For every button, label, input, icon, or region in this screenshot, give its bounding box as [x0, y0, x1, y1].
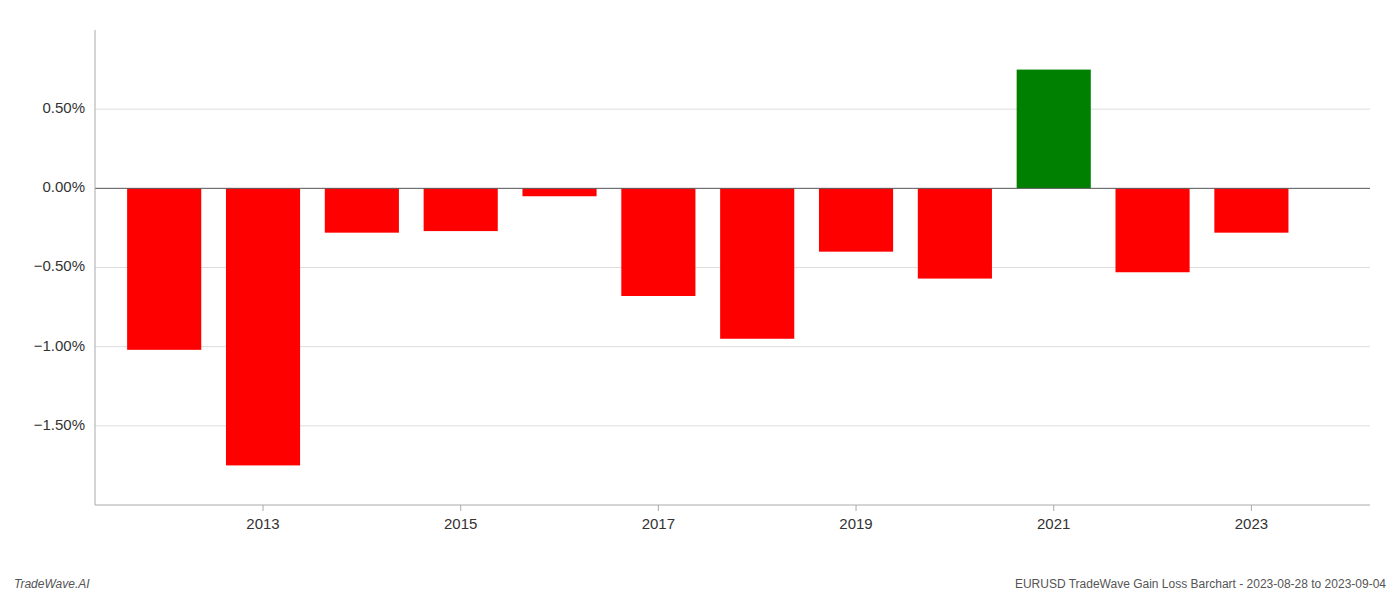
footer-left: TradeWave.AI: [14, 577, 90, 591]
x-tick: [658, 505, 659, 511]
x-tick-label: 2017: [642, 515, 675, 532]
x-tick: [1053, 505, 1054, 511]
bar: [522, 188, 596, 196]
page: {"chart_data": {"type": "bar", "x": [201…: [0, 0, 1400, 600]
bar: [325, 188, 399, 232]
bar: [621, 188, 695, 296]
y-axis-line: [95, 30, 96, 505]
bar: [1017, 70, 1091, 189]
x-tick-label: 2021: [1037, 515, 1070, 532]
bar: [720, 188, 794, 338]
x-tick-label: 2013: [246, 515, 279, 532]
bar: [424, 188, 498, 231]
y-tick-label: −1.50%: [34, 416, 85, 433]
y-tick-label: −1.00%: [34, 337, 85, 354]
footer-right: EURUSD TradeWave Gain Loss Barchart - 20…: [1015, 577, 1386, 591]
x-tick: [856, 505, 857, 511]
y-tick-label: −0.50%: [34, 257, 85, 274]
y-tick-label: 0.00%: [42, 178, 85, 195]
x-tick-label: 2023: [1235, 515, 1268, 532]
x-tick: [1251, 505, 1252, 511]
bar: [226, 188, 300, 465]
bar: [127, 188, 201, 349]
x-tick: [263, 505, 264, 511]
x-tick: [460, 505, 461, 511]
zero-line: [95, 188, 1370, 189]
bar: [918, 188, 992, 278]
y-tick-labels: −1.50% −1.00% −0.50% 0.00% 0.50%: [34, 99, 85, 433]
y-tick-label: 0.50%: [42, 99, 85, 116]
x-axis-line: [95, 505, 1370, 506]
x-tick-label: 2019: [839, 515, 872, 532]
grid-line: [95, 109, 1370, 110]
bars: [127, 70, 1288, 466]
bar: [1115, 188, 1189, 272]
bar: [1214, 188, 1288, 232]
x-ticks: 2013 2015 2017 2019 2021 2023: [246, 505, 1268, 532]
x-tick-label: 2015: [444, 515, 477, 532]
bar: [819, 188, 893, 251]
chart: −1.50% −1.00% −0.50% 0.00% 0.50% 2013 2015 2017…: [0, 0, 1400, 600]
